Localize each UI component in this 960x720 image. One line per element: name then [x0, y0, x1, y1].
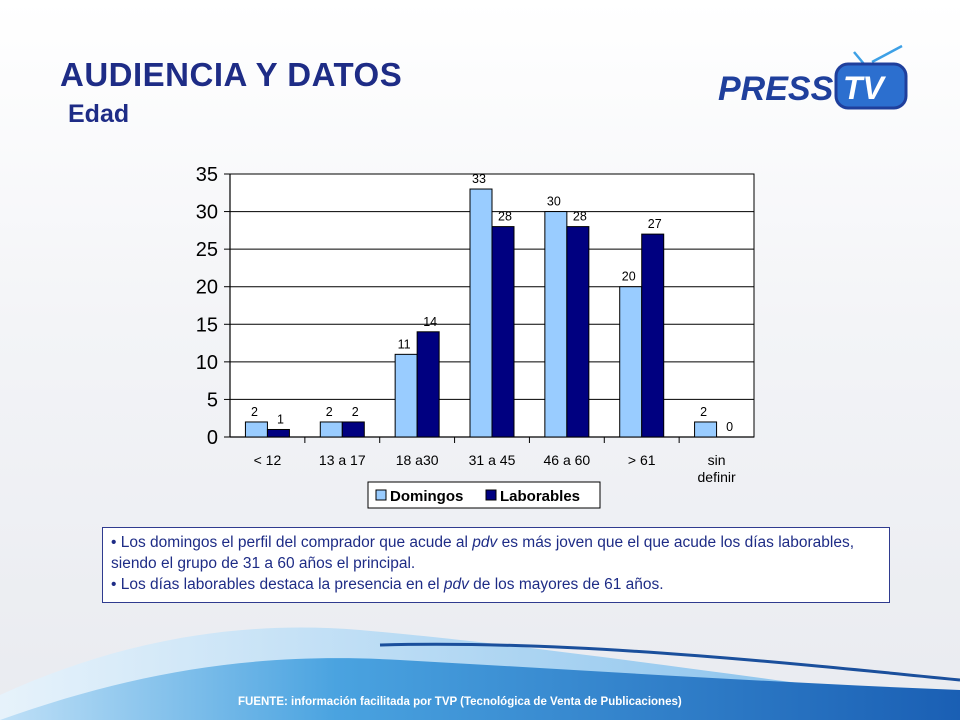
data-label: 11 [398, 337, 411, 351]
y-tick-label: 15 [196, 314, 218, 336]
x-tick-label: definir [698, 469, 736, 485]
bar-laborables [641, 233, 665, 438]
note-text: pdv [472, 534, 498, 551]
data-label: 28 [498, 210, 512, 224]
bar-domingos [469, 188, 493, 438]
data-label: 27 [648, 217, 662, 231]
data-label: 30 [547, 195, 561, 209]
data-label: 33 [472, 172, 486, 186]
y-tick-label: 25 [196, 239, 218, 261]
page-subtitle: Edad [68, 100, 130, 128]
bar-domingos [244, 421, 268, 438]
bullet: • [111, 534, 117, 551]
y-tick-label: 35 [196, 164, 218, 186]
source-footer: FUENTE: información facilitada por TVP (… [238, 696, 682, 708]
bar-domingos [319, 421, 343, 438]
legend-box [367, 481, 601, 509]
data-label: 2 [352, 405, 359, 419]
bar-laborables [341, 421, 365, 438]
bar-domingos [544, 211, 568, 438]
data-label: 2 [326, 405, 333, 419]
note-text: de los mayores de 61 años. [468, 576, 664, 593]
note-text: es más joven que el que acude los días l… [111, 534, 855, 572]
bullet: • [111, 576, 117, 593]
note-text: pdv [443, 576, 469, 593]
legend-label-laborables: Laborables [500, 488, 580, 505]
bar-laborables [566, 226, 590, 438]
logo-press-text: PRESS [718, 70, 834, 108]
bar-laborables [416, 331, 440, 438]
bar-laborables [266, 428, 290, 438]
data-label: 20 [622, 270, 636, 284]
y-tick-label: 0 [207, 427, 218, 449]
x-tick-label: 18 a30 [396, 452, 439, 468]
note-text: Los días laborables destaca la presencia… [116, 576, 444, 593]
data-label: 1 [277, 412, 284, 426]
data-label: 2 [251, 405, 258, 419]
decorative-swoosh [0, 627, 960, 720]
data-label: 0 [726, 420, 733, 434]
x-tick-label: 46 a 60 [543, 452, 590, 468]
page-title: AUDIENCIA Y DATOS [60, 56, 403, 93]
x-tick-label: 31 a 45 [469, 452, 516, 468]
legend-swatch-domingos [375, 489, 387, 501]
y-tick-label: 10 [196, 352, 218, 374]
bar-domingos [619, 286, 643, 438]
note-paragraph: • Los domingos el perfil del comprador q… [111, 532, 881, 574]
data-label: 28 [573, 210, 587, 224]
note-text: Los domingos el perfil del comprador que… [116, 534, 473, 551]
bar-laborables [491, 226, 515, 438]
x-tick-label: sin [708, 452, 726, 468]
y-tick-label: 30 [196, 202, 218, 224]
bar-domingos [394, 353, 418, 438]
y-tick-label: 5 [207, 389, 218, 411]
legend-label-domingos: Domingos [390, 488, 463, 505]
presstv-logo: PRESS TV [718, 44, 908, 110]
legend-swatch-laborables [485, 489, 497, 501]
data-label: 14 [423, 315, 437, 329]
data-label: 2 [700, 405, 707, 419]
x-tick-label: > 61 [628, 452, 656, 468]
notes-box: • Los domingos el perfil del comprador q… [102, 527, 890, 603]
logo-tv-text: TV [843, 70, 887, 106]
note-paragraph: • Los días laborables destaca la presenc… [111, 574, 881, 595]
y-tick-label: 20 [196, 277, 218, 299]
x-tick-label: < 12 [254, 452, 282, 468]
x-tick-label: 13 a 17 [319, 452, 366, 468]
bar-domingos [694, 421, 718, 438]
